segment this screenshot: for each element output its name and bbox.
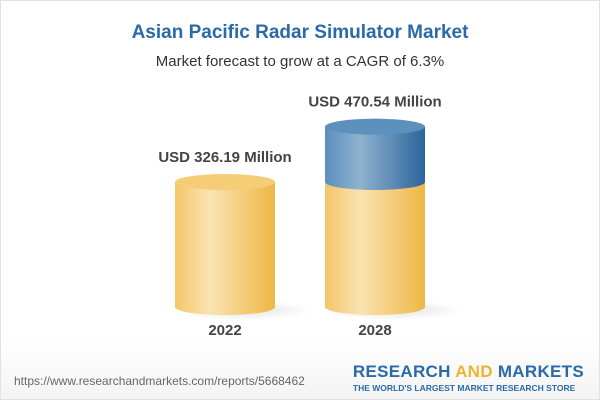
cylinder-top — [175, 174, 275, 190]
chart-subtitle: Market forecast to grow at a CAGR of 6.3… — [155, 53, 445, 70]
x-tick-label: 2028 — [358, 322, 391, 339]
cylinder-growth-2028-body — [325, 126, 425, 190]
cylinder-2022-body — [175, 182, 275, 315]
cylinder-base-2028-body — [325, 182, 425, 315]
data-label: USD 326.19 Million — [158, 149, 291, 166]
chart-title: Asian Pacific Radar Simulator Market — [131, 22, 469, 43]
cylinder-top — [325, 118, 425, 135]
x-tick-label: 2022 — [208, 322, 241, 339]
source-url[interactable]: https://www.researchandmarkets.com/repor… — [14, 374, 305, 388]
research-and-markets-logo: RESEARCH AND MARKETS THE WORLD'S LARGEST… — [352, 362, 584, 393]
data-label: USD 470.54 Million — [308, 94, 441, 111]
